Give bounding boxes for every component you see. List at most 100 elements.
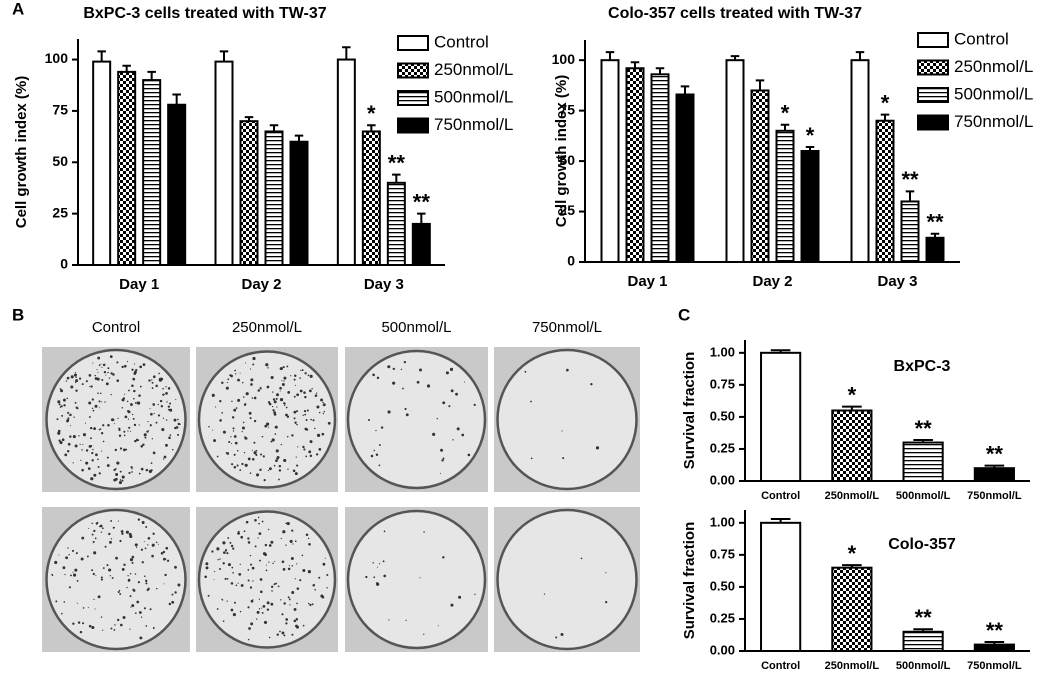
colony [282,567,286,571]
colony [449,367,454,371]
colony [128,471,131,474]
colony [132,417,135,420]
colony [261,607,263,609]
colony [97,356,101,360]
dish [45,348,187,491]
colony [104,401,106,403]
colony [373,576,376,579]
colony [64,453,68,457]
x-tick-label: 750nmol/L [967,660,1022,672]
colony [463,381,465,383]
colony [237,582,239,584]
colony [305,533,309,536]
colony [253,441,256,444]
error-bar [930,232,940,238]
colony [75,406,78,409]
colony [136,546,138,548]
legend-label: 250nmol/L [434,60,513,79]
colony [258,598,260,600]
x-tick-label: Control [761,660,800,672]
dish [346,509,487,650]
error-bar [294,134,304,142]
colony [131,555,135,559]
error-bar [805,145,815,151]
colony [242,421,245,424]
colony [237,378,240,381]
colony [100,432,104,435]
colony [79,630,83,634]
colony [249,417,252,420]
colony [61,612,63,615]
colony [102,629,104,631]
colony [75,552,78,555]
bar [92,60,112,266]
legend-label: 750nmol/L [954,112,1033,131]
colony [255,449,258,452]
x-tick-label: 500nmol/L [896,490,951,502]
error-bar [367,124,376,132]
colony [245,520,249,524]
colony [115,556,118,560]
colony [67,442,71,446]
colony [143,433,147,437]
colony [68,553,70,556]
colony [263,620,268,624]
colony [127,410,131,414]
colony [232,613,236,617]
bar [760,351,802,482]
bar [973,467,1015,483]
colony [63,404,66,407]
colony [252,356,256,361]
colony [131,413,134,416]
colony [70,375,74,379]
colony [151,543,155,547]
colony [245,362,247,364]
colony [392,381,396,385]
colony [456,427,460,431]
colony [261,520,264,523]
colony [285,622,288,625]
colony [302,445,305,449]
colony [107,371,109,374]
colony [294,472,298,476]
colony [155,421,158,424]
colony [91,452,94,454]
colony [266,422,270,426]
colony [247,579,250,582]
colony [305,419,308,421]
colony [265,564,267,566]
colony [113,468,116,472]
colony [249,472,252,474]
y-tick-label: 50 [559,152,575,168]
colony [294,421,297,424]
colony [283,458,287,462]
colony [224,577,227,580]
colony [257,389,261,392]
colony [235,584,238,587]
colony [404,407,407,411]
colony [70,385,74,389]
colony [126,360,128,363]
colony [113,629,116,631]
colony [289,604,291,606]
colony [296,410,299,413]
colony [320,398,324,402]
colony [239,610,242,613]
colony [125,530,129,534]
colony [101,450,103,452]
colony [119,447,123,450]
significance: ** [388,150,406,175]
bar [411,222,431,266]
colony [264,424,268,428]
colony [321,595,325,599]
colony [271,590,273,592]
colony [287,596,290,599]
colony [236,449,239,452]
colony [259,590,263,594]
colony [93,598,95,601]
colony [239,563,241,566]
colony [108,532,111,536]
colony [256,610,260,614]
colony [122,616,126,619]
colony [238,572,242,576]
